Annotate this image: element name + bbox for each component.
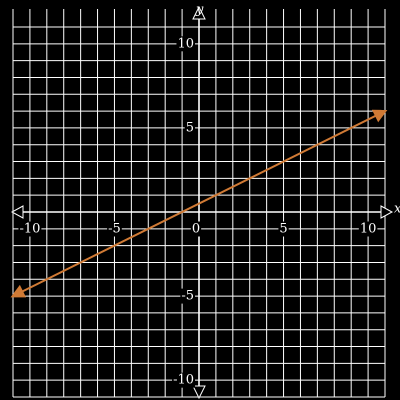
tick-label: -10: [173, 373, 194, 388]
tick-label: 10: [177, 36, 194, 51]
tick-label: -5: [108, 222, 121, 237]
x-axis-label: x: [394, 202, 400, 217]
tick-label: 5: [279, 222, 287, 237]
y-axis-label: y: [195, 3, 204, 18]
line: [10, 109, 388, 298]
tick-label: 10: [360, 222, 377, 237]
tick-label: -10: [19, 222, 40, 237]
tick-label: 5: [186, 120, 194, 135]
tick-label: -5: [181, 289, 194, 304]
tick-label-bg: [176, 36, 195, 52]
axis-arrow: [192, 5, 206, 20]
tick-label-bg: [172, 372, 195, 388]
tick-label: 0: [192, 222, 200, 237]
axis-arrow: [192, 385, 206, 400]
